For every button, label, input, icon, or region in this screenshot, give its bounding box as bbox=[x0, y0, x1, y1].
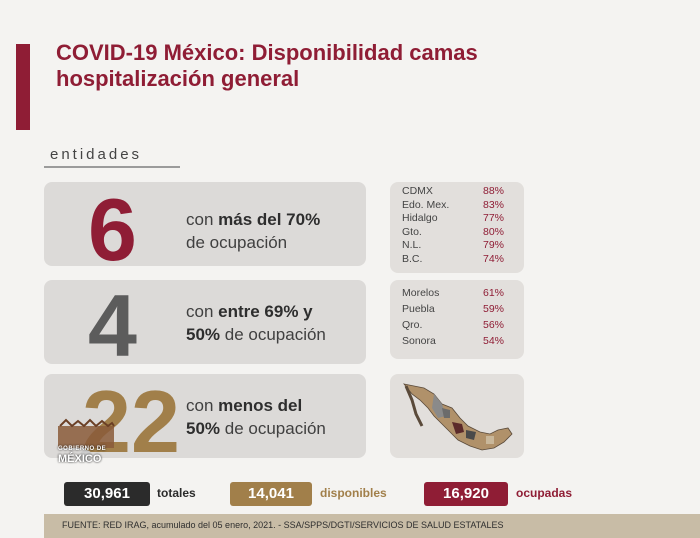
state-row: B.C. 74% bbox=[402, 252, 504, 265]
state-row: Morelos 61% bbox=[402, 287, 504, 299]
state-row: Qro. 56% bbox=[402, 319, 504, 331]
section-divider bbox=[44, 166, 180, 168]
gobierno-de-mexico-logo bbox=[58, 418, 115, 462]
footer-bar bbox=[44, 514, 700, 538]
title-accent-bar bbox=[16, 44, 30, 130]
group-mid-band bbox=[44, 280, 366, 364]
group-high-description: con más del 70% de ocupación bbox=[186, 210, 321, 252]
page-title: COVID-19 México: Disponibilidad camas ho… bbox=[56, 40, 478, 92]
available-beds-value: 14,041 bbox=[230, 482, 312, 506]
total-beds-value: 30,961 bbox=[64, 482, 150, 506]
group-mid-states: Morelos 61% Puebla 59% Qro. 56% Sonora 54% bbox=[390, 280, 524, 359]
state-row: Gto. 80% bbox=[402, 225, 504, 238]
state-row: Hidalgo 77% bbox=[402, 212, 504, 224]
state-row: CDMX 88% bbox=[402, 185, 504, 197]
state-row: Puebla 59% bbox=[402, 303, 504, 315]
state-row: N.L. 79% bbox=[402, 239, 504, 251]
occupied-beds-label: ocupadas bbox=[516, 486, 573, 500]
mexico-map-panel bbox=[390, 374, 524, 458]
mexico-map-icon bbox=[403, 383, 513, 451]
state-row: Sonora 54% bbox=[402, 335, 504, 347]
title-line-1: COVID-19 México: Disponibilidad camas bbox=[56, 40, 478, 65]
logo-line-1: GOBIERNO DE bbox=[58, 446, 107, 452]
source-note: FUENTE: RED IRAG, acumulado del 05 enero… bbox=[62, 520, 504, 530]
group-high-band bbox=[44, 182, 366, 266]
total-beds-label: totales bbox=[157, 486, 196, 500]
group-low-count: 22 bbox=[82, 372, 180, 471]
group-mid-count: 4 bbox=[88, 276, 137, 375]
group-high-states: CDMX 88% Edo. Mex. 83% Hidalgo 77% Gto. 80% … bbox=[390, 182, 524, 273]
state-row: Edo. Mex. 83% bbox=[402, 198, 504, 211]
logo-line-2: MÉXICO bbox=[58, 453, 102, 465]
title-line-2: hospitalización general bbox=[56, 66, 300, 91]
group-high-count: 6 bbox=[88, 180, 137, 279]
group-mid-description: con entre 69% y 50% de ocupación bbox=[186, 302, 326, 344]
group-low-description: con menos del 50% de ocupación bbox=[186, 396, 326, 438]
occupied-beds-value: 16,920 bbox=[424, 482, 508, 506]
available-beds-label: disponibles bbox=[320, 486, 387, 500]
section-label: entidades bbox=[50, 146, 143, 163]
group-high-threshold: más del 70% bbox=[218, 210, 321, 229]
